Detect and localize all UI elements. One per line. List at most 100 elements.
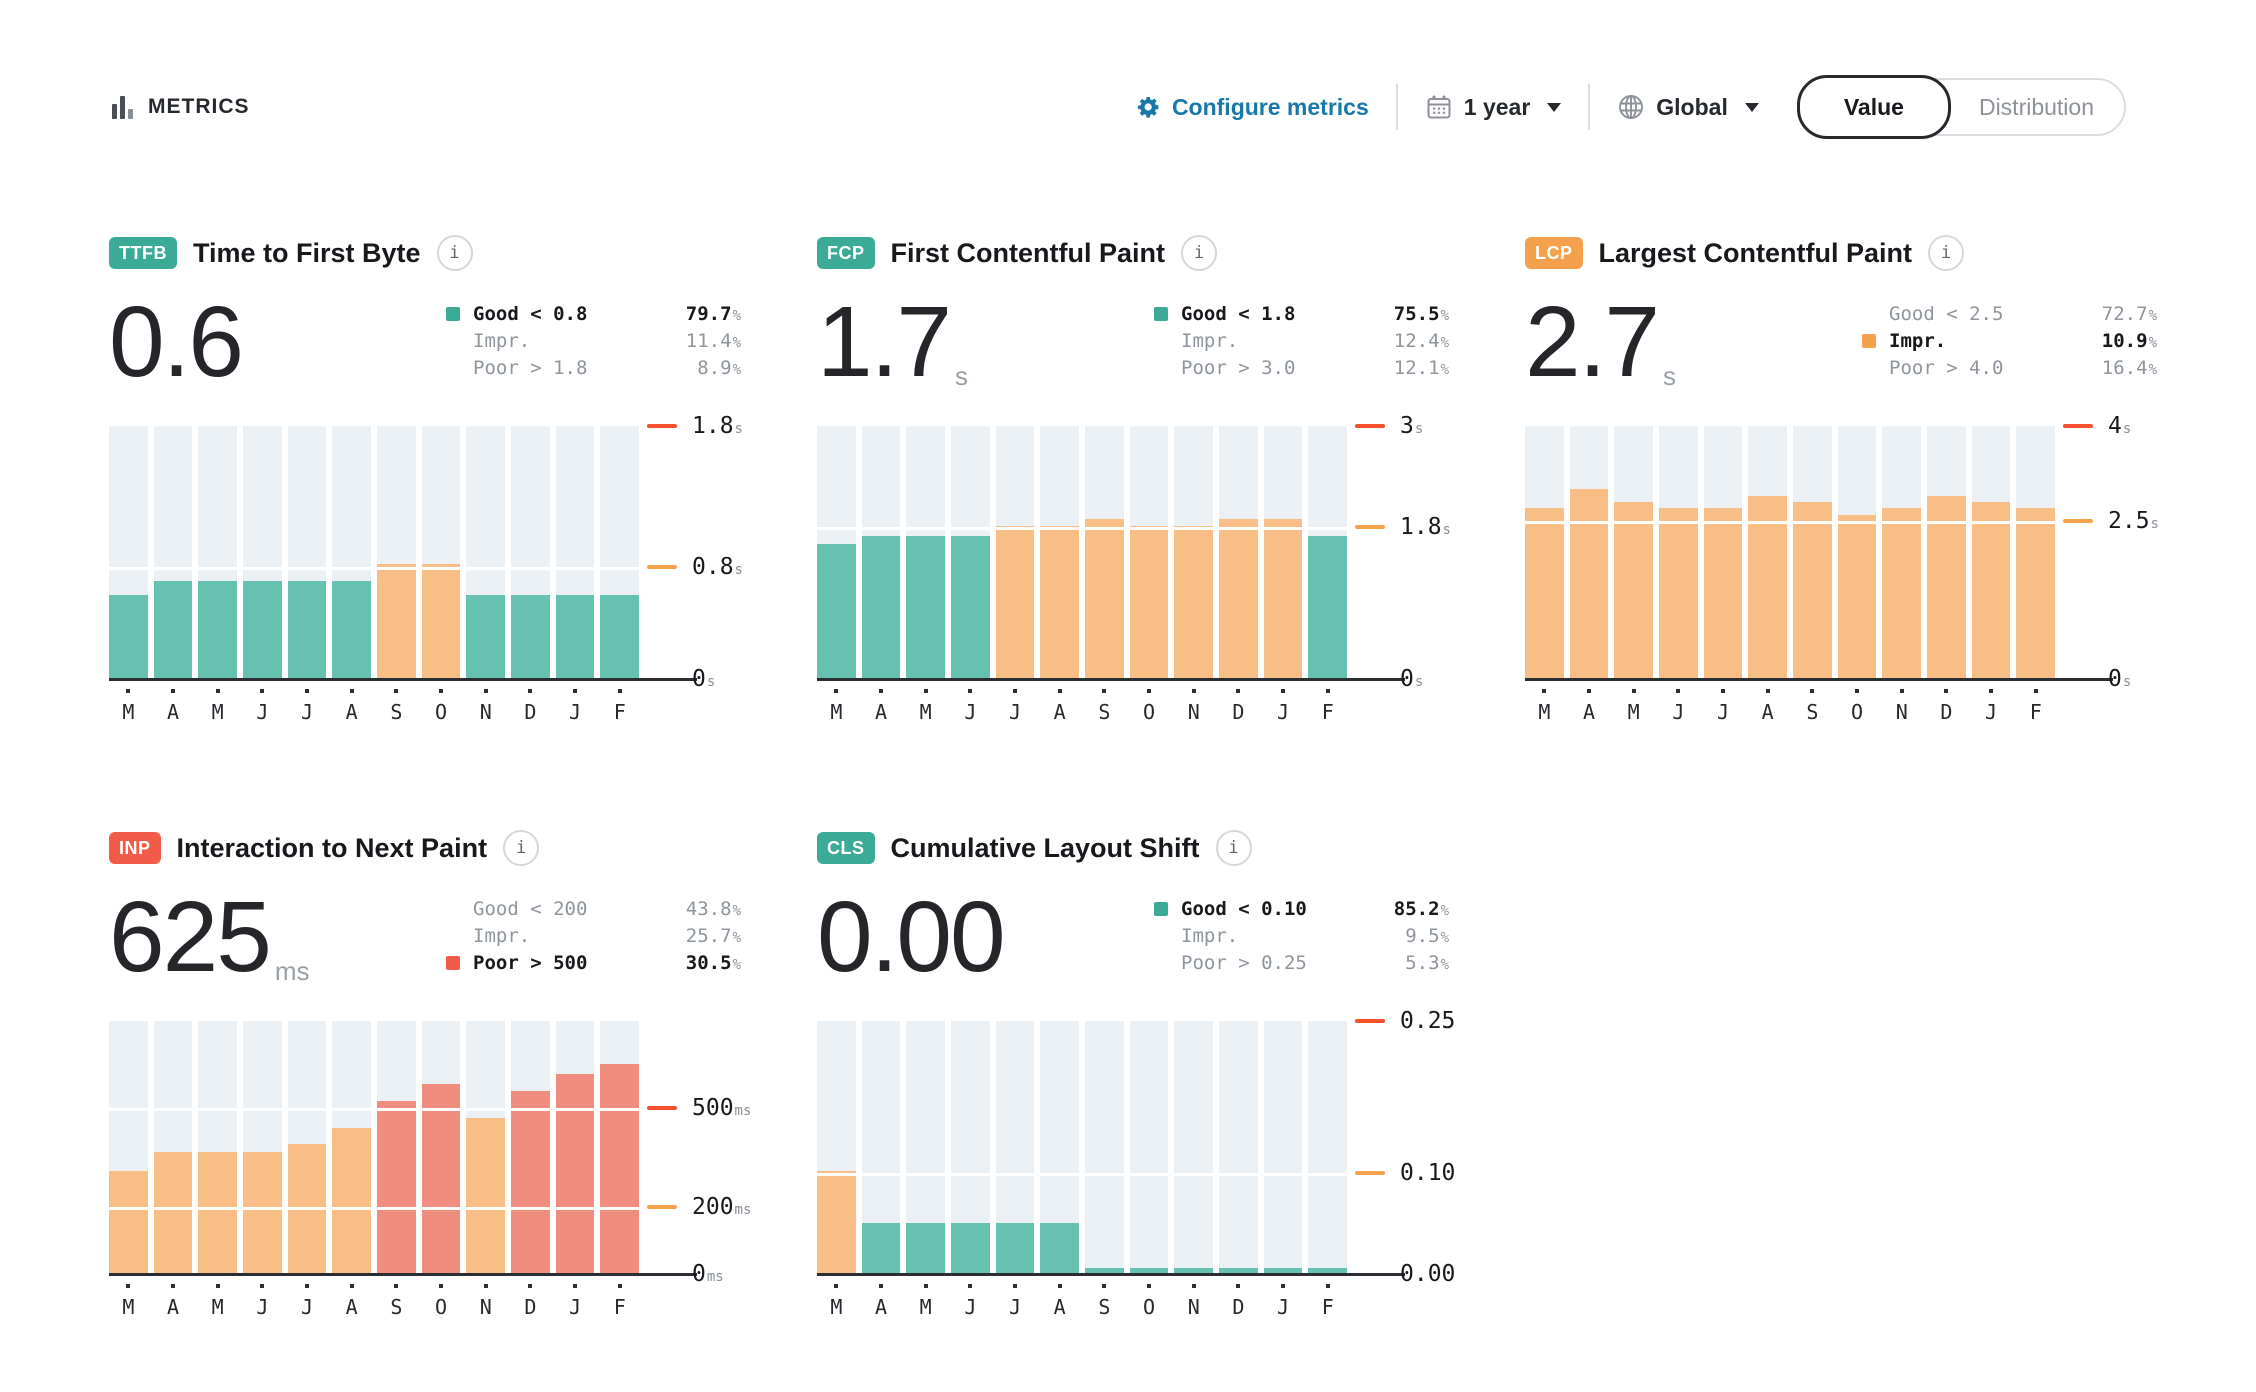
bar-column-inp-J[interactable] — [287, 1021, 327, 1274]
bar-column-ttfb-A[interactable] — [153, 426, 193, 679]
bar-column-lcp-J[interactable] — [1703, 426, 1743, 679]
bar-column-lcp-M[interactable] — [1614, 426, 1654, 679]
x-tick — [215, 1284, 220, 1288]
bar-impr — [1129, 525, 1169, 679]
bar-column-ttfb-M[interactable] — [198, 426, 238, 679]
y-axis-mark-200: 200ms — [647, 1194, 751, 1220]
bar-column-lcp-A[interactable] — [1569, 426, 1609, 679]
bar-column-cls-A[interactable] — [1040, 1021, 1080, 1274]
metric-card-lcp: LCP Largest Contentful Paint i 2.7 s Good… — [1525, 232, 2159, 724]
legend-percentage: 16.4% — [2101, 356, 2157, 379]
bar-column-inp-S[interactable] — [377, 1021, 416, 1274]
bar-column-cls-J[interactable] — [1263, 1021, 1303, 1274]
bar-column-inp-J[interactable] — [243, 1021, 282, 1274]
bar-column-fcp-J[interactable] — [951, 426, 990, 679]
bar-column-inp-D[interactable] — [511, 1021, 550, 1274]
bar-column-inp-F[interactable] — [600, 1021, 640, 1274]
bar-column-inp-J[interactable] — [555, 1021, 595, 1274]
bar-column-fcp-O[interactable] — [1129, 426, 1169, 679]
metric-title: Interaction to Next Paint — [176, 832, 488, 863]
bar-column-ttfb-J[interactable] — [287, 426, 327, 679]
legend-label: Poor > 4.0 — [1889, 356, 2004, 379]
bar-column-ttfb-S[interactable] — [377, 426, 416, 679]
legend-label: Good < 2.5 — [1889, 302, 2004, 325]
info-icon[interactable]: i — [1180, 235, 1217, 271]
legend-percentage: 5.3% — [1405, 951, 1449, 974]
bar-column-fcp-J[interactable] — [1263, 426, 1303, 679]
legend-row-cls-1: Impr. 9.5% — [1154, 922, 1449, 949]
bar-column-ttfb-O[interactable] — [421, 426, 461, 679]
bar-column-cls-F[interactable] — [1308, 1021, 1348, 1274]
bar-column-lcp-J[interactable] — [1659, 426, 1698, 679]
bar-column-lcp-J[interactable] — [1971, 426, 2011, 679]
bar-column-ttfb-N[interactable] — [466, 426, 506, 679]
x-tick — [1325, 1284, 1330, 1288]
configure-metrics-button[interactable]: Configure metrics — [1137, 94, 1369, 121]
toggle-option-distribution[interactable]: Distribution — [1978, 93, 2094, 120]
bar-column-fcp-S[interactable] — [1085, 426, 1124, 679]
x-axis-label: J — [256, 700, 269, 724]
bar-column-ttfb-A[interactable] — [332, 426, 372, 679]
bar-column-inp-O[interactable] — [421, 1021, 461, 1274]
bar-column-cls-D[interactable] — [1219, 1021, 1258, 1274]
bar-column-cls-A[interactable] — [861, 1021, 901, 1274]
bar-impr — [1174, 525, 1214, 679]
bar-poor — [377, 1100, 416, 1274]
bar-column-cls-J[interactable] — [995, 1021, 1035, 1274]
bar-column-inp-M[interactable] — [109, 1021, 148, 1274]
bar-column-ttfb-D[interactable] — [511, 426, 550, 679]
chevron-down-icon — [1547, 102, 1562, 112]
legend-percentage: 11.4% — [685, 329, 741, 352]
x-axis-label: J — [1985, 700, 1998, 724]
bar-impr — [1525, 508, 1564, 679]
y-axis-mark-0.8: 0.8s — [647, 554, 743, 580]
bar-column-cls-N[interactable] — [1174, 1021, 1214, 1274]
bar-column-cls-M[interactable] — [817, 1021, 856, 1274]
info-icon[interactable]: i — [1928, 235, 1965, 271]
bar-column-fcp-D[interactable] — [1219, 426, 1258, 679]
bar-column-fcp-F[interactable] — [1308, 426, 1348, 679]
card-header: CLS Cumulative Layout Shift i — [817, 827, 1449, 869]
period-dropdown[interactable]: 1 year — [1425, 93, 1562, 121]
bar-column-lcp-F[interactable] — [2016, 426, 2056, 679]
bar-column-lcp-A[interactable] — [1748, 426, 1788, 679]
bar-column-lcp-S[interactable] — [1793, 426, 1832, 679]
bar-column-lcp-D[interactable] — [1927, 426, 1966, 679]
bar-column-lcp-O[interactable] — [1837, 426, 1877, 679]
x-axis-label: N — [1187, 700, 1200, 724]
bar-column-cls-M[interactable] — [906, 1021, 946, 1274]
toggle-option-value[interactable]: Value — [1796, 75, 1951, 139]
info-icon[interactable]: i — [503, 830, 540, 866]
region-dropdown[interactable]: Global — [1617, 93, 1759, 121]
bar-column-ttfb-J[interactable] — [243, 426, 282, 679]
bar-column-lcp-N[interactable] — [1882, 426, 1922, 679]
legend-percentage: 8.9% — [697, 356, 741, 379]
x-axis-label: F — [613, 1295, 626, 1319]
bar-column-cls-O[interactable] — [1129, 1021, 1169, 1274]
bar-column-fcp-M[interactable] — [906, 426, 946, 679]
x-tick — [1191, 689, 1196, 693]
bar-column-inp-A[interactable] — [332, 1021, 372, 1274]
bar-column-inp-A[interactable] — [153, 1021, 193, 1274]
legend-row-ttfb-0: Good < 0.8 79.7% — [446, 300, 741, 327]
bar-column-fcp-M[interactable] — [817, 426, 856, 679]
bar-column-inp-M[interactable] — [198, 1021, 238, 1274]
bar-column-ttfb-J[interactable] — [555, 426, 595, 679]
bar-column-cls-J[interactable] — [951, 1021, 990, 1274]
bar-column-inp-N[interactable] — [466, 1021, 506, 1274]
legend-label: Impr. — [473, 924, 531, 947]
bar-column-cls-S[interactable] — [1085, 1021, 1124, 1274]
x-axis-label: D — [1232, 1295, 1245, 1319]
bar-column-fcp-N[interactable] — [1174, 426, 1214, 679]
legend-percentage: 79.7% — [685, 302, 741, 325]
bar-column-fcp-J[interactable] — [995, 426, 1035, 679]
info-icon[interactable]: i — [436, 235, 473, 271]
bar-column-ttfb-M[interactable] — [109, 426, 148, 679]
x-tick — [171, 1284, 175, 1288]
bar-column-fcp-A[interactable] — [1040, 426, 1080, 679]
info-icon[interactable]: i — [1215, 830, 1252, 866]
bar-impr — [198, 1152, 238, 1274]
bar-column-lcp-M[interactable] — [1525, 426, 1564, 679]
bar-column-fcp-A[interactable] — [861, 426, 901, 679]
bar-column-ttfb-F[interactable] — [600, 426, 640, 679]
